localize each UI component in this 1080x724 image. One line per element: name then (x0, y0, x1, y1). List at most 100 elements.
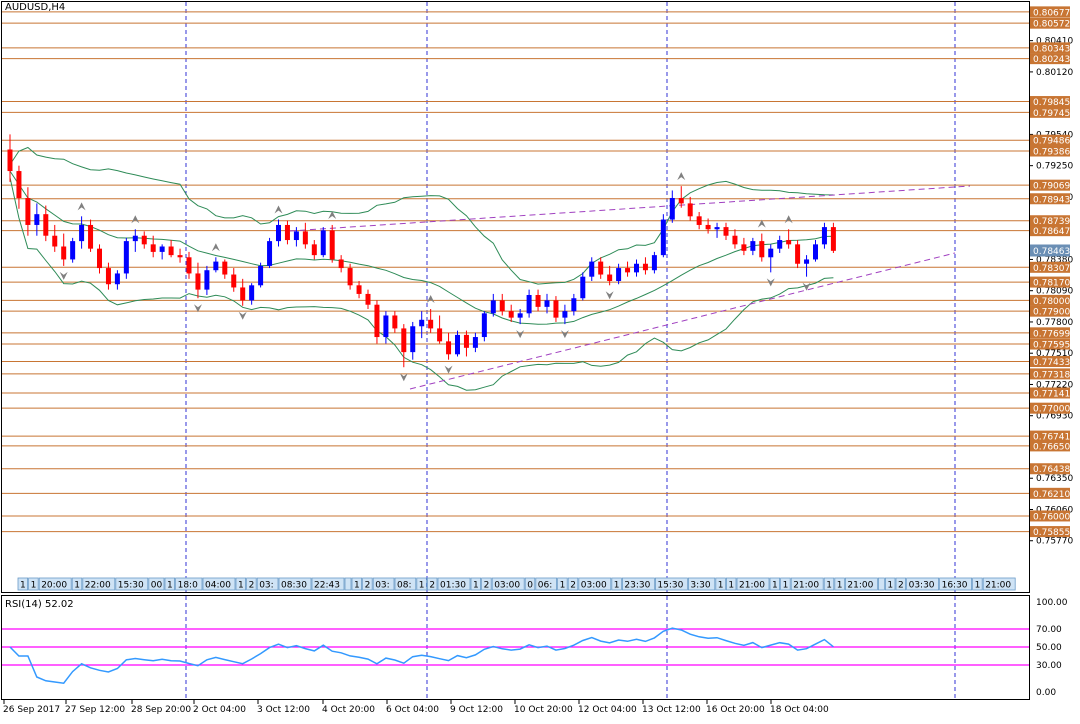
level-price-tag-text: 0.79745 (1033, 109, 1070, 119)
level-price-tag (1030, 225, 1070, 237)
level-price-tag (1030, 42, 1070, 54)
candle-body (222, 261, 228, 275)
candle-body (97, 248, 102, 269)
fractal-up-icon (328, 210, 337, 219)
session-label-box (344, 577, 352, 591)
session-label-text: 15:30 (118, 581, 144, 591)
level-price-tag (1030, 276, 1070, 288)
fractal-down-icon (193, 304, 202, 313)
level-price-tag (1030, 215, 1070, 227)
session-label-text: 23:30 (624, 581, 650, 591)
candle-body (419, 319, 425, 327)
level-price-tag-text: 0.77433 (1033, 358, 1070, 368)
level-price-tag-text: 0.78943 (1033, 195, 1070, 205)
candle-body (580, 276, 586, 299)
candle-body (830, 227, 836, 251)
candle-body (517, 313, 523, 318)
candle-body (240, 287, 246, 301)
candle-body (16, 171, 22, 199)
candle-body (455, 334, 460, 355)
session-label-box (622, 577, 655, 591)
candle-body (723, 227, 729, 236)
level-price-tag (1030, 53, 1070, 65)
level-price-tag-text: 0.78739 (1033, 217, 1070, 227)
band-lower (9, 177, 834, 391)
fractal-up-icon (677, 172, 686, 181)
session-label-box (235, 577, 247, 591)
session-label-box (362, 577, 373, 591)
level-price-tag (1030, 463, 1070, 475)
session-label-box (823, 577, 835, 591)
session-label-text: 2 (365, 581, 371, 591)
candle-body (544, 300, 550, 307)
level-price-tag-text: 0.78000 (1033, 297, 1070, 307)
candle-body (562, 311, 568, 318)
candle-body (25, 198, 31, 225)
candle-body (669, 198, 675, 220)
level-price-tag (1030, 510, 1070, 522)
candle-body (428, 319, 434, 329)
level-price-tag (1030, 356, 1070, 368)
rsi-tick-label: 100.00 (1036, 598, 1068, 608)
level-price-tag-text: 0.78170 (1033, 279, 1070, 289)
session-label-text: 1 (74, 581, 80, 591)
session-label-box (481, 577, 492, 591)
time-tick-label: 18 Oct 04:00 (770, 705, 829, 715)
candle-body (186, 257, 192, 274)
candle-body (61, 246, 67, 260)
candle-body (463, 334, 469, 348)
fractal-up-icon (77, 202, 86, 211)
session-label-text: 1 (20, 581, 26, 591)
session-label-box (972, 577, 983, 591)
session-label-box (71, 577, 83, 591)
fractal-down-icon (605, 291, 614, 300)
fractal-down-icon (766, 278, 775, 287)
session-label-box (416, 577, 427, 591)
rsi-tick-label: 0.00 (1036, 688, 1056, 698)
candle-body (284, 224, 290, 241)
candle-body (249, 285, 255, 301)
level-price-tag-text: 0.80343 (1033, 44, 1070, 54)
session-label-box (780, 577, 791, 591)
candle-body (696, 216, 702, 225)
candle-body (616, 268, 622, 281)
candle-body (786, 240, 792, 245)
candle-body (311, 244, 317, 256)
candle-body (571, 298, 577, 312)
price-tick-label: 0.77510 (1036, 349, 1073, 359)
session-label-box (394, 577, 417, 591)
candle-body (732, 235, 738, 245)
candle-body (168, 246, 174, 256)
rsi-line (9, 627, 834, 685)
candle-body (43, 214, 49, 236)
session-label-text: 21:00 (847, 581, 873, 591)
level-price-tag (1030, 261, 1070, 273)
session-label-box (715, 577, 726, 591)
session-label-text: 1 (560, 581, 566, 591)
candle-body (526, 295, 532, 314)
rsi-tick-label: 30.00 (1036, 661, 1062, 671)
level-price-tag-text: 0.76000 (1033, 512, 1070, 522)
fractal-down-icon (516, 330, 525, 339)
candle-body (553, 300, 559, 318)
session-label-box (736, 577, 770, 591)
candle-body (383, 315, 389, 338)
session-label-text: 03:30 (909, 581, 935, 591)
session-label-text: 03: (375, 581, 389, 591)
candle-body (804, 259, 810, 264)
session-label-box (878, 577, 885, 591)
session-label-box (351, 577, 363, 591)
bollinger-bands (9, 146, 834, 391)
session-labels: 1 1 20:00 1 22:00 15:30 00 1 18:0 04:00 1 2 03: 08:30… (17, 577, 1016, 591)
session-label-text: 21:00 (793, 581, 819, 591)
candle-body (598, 261, 604, 275)
level-price-tag (1030, 134, 1070, 146)
session-label-text: 1 (826, 581, 832, 591)
candle-body (204, 270, 210, 290)
level-price-tag-text: 0.76210 (1033, 490, 1070, 500)
candle-body (750, 241, 756, 251)
level-price-tag (1030, 487, 1070, 499)
session-label-text: 1 (167, 581, 173, 591)
level-price-tag (1030, 294, 1070, 306)
